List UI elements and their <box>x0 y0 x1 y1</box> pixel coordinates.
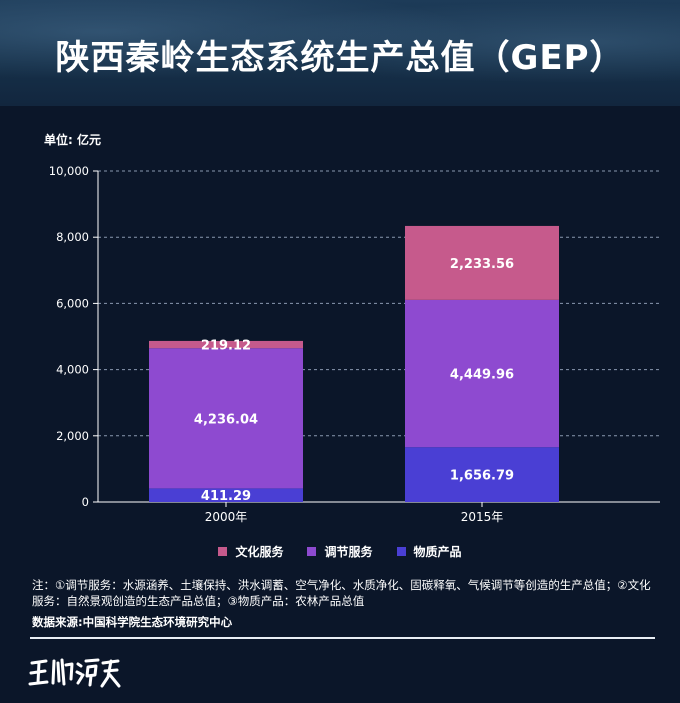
bar-segment <box>149 348 303 489</box>
legend-swatch-material <box>396 547 406 556</box>
y-tick-label: 8,000 <box>56 230 89 244</box>
bar-segment <box>405 447 559 502</box>
bar-segment <box>405 225 559 300</box>
data-label: 219.12 <box>201 339 251 354</box>
legend-label-cultural: 文化服务 <box>235 545 284 559</box>
chart-legend: 文化服务 调节服务 物质产品 <box>0 543 680 560</box>
legend-swatch-cultural <box>218 547 228 556</box>
brand-logo-mark <box>28 658 121 688</box>
header-banner: 陕西秦岭生态系统生产总值（GEP） <box>0 0 680 106</box>
y-tick-label: 2,000 <box>56 429 89 443</box>
x-tick-label: 2015年 <box>461 510 504 524</box>
page-title: 陕西秦岭生态系统生产总值（GEP） <box>55 38 625 78</box>
bar-segment <box>405 299 559 448</box>
legend-label-regulating: 调节服务 <box>324 545 373 559</box>
data-source: 数据来源:中国科学院生态环境研究中心 <box>32 615 233 629</box>
footnote: 注：①调节服务：水源涵养、土壤保持、洪水调蓄、空气净化、水质净化、固碳释氧、气候… <box>32 578 651 608</box>
y-tick-label: 0 <box>82 495 89 509</box>
brand-logo <box>28 655 123 695</box>
data-label: 2,233.56 <box>450 257 514 272</box>
bar-segment <box>149 340 303 349</box>
divider <box>30 637 655 639</box>
stacked-bar-chart: 0 2,000 4,000 6,000 8,000 10,000 411.29 4,236.0… <box>49 164 660 524</box>
y-tick-label: 4,000 <box>56 363 89 377</box>
y-tick-label: 10,000 <box>49 164 89 178</box>
header-background <box>0 0 680 106</box>
legend-item-cultural: 文化服务 <box>218 543 283 560</box>
data-label: 4,236.04 <box>194 412 258 427</box>
legend-item-regulating: 调节服务 <box>307 543 373 560</box>
legend-swatch-regulating <box>307 547 317 556</box>
legend-item-material: 物质产品 <box>396 543 462 560</box>
x-tick-label: 2000年 <box>205 510 248 524</box>
bar-segment <box>149 488 303 502</box>
y-tick-label: 6,000 <box>56 296 89 310</box>
data-label: 411.29 <box>201 489 251 504</box>
data-label: 1,656.79 <box>450 469 514 484</box>
legend-label-material: 物质产品 <box>413 545 462 559</box>
data-label: 4,449.96 <box>450 368 514 383</box>
unit-label: 单位: 亿元 <box>44 133 101 147</box>
